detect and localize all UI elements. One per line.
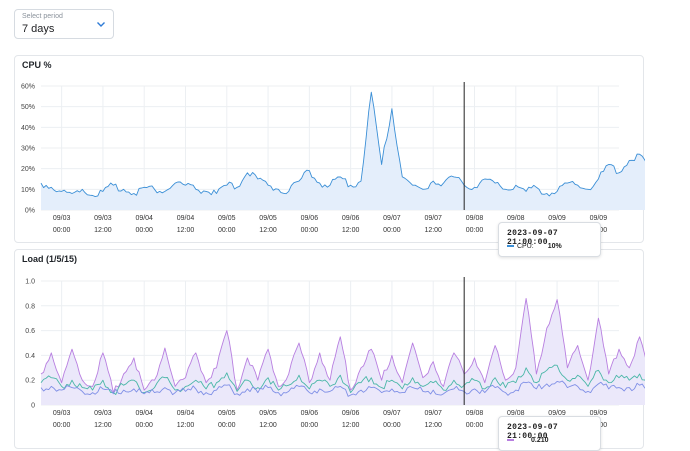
x-tick-label: 09/06: [301, 410, 319, 417]
x-tick-label: 09/09: [548, 410, 566, 417]
x-tick-label: 00:00: [301, 227, 319, 234]
x-tick-label: 09/03: [94, 215, 112, 222]
x-tick-label: 12:00: [259, 422, 277, 429]
y-tick-label: 10%: [21, 187, 35, 194]
x-tick-label: 00:00: [135, 422, 153, 429]
x-tick-label: 09/03: [94, 410, 112, 417]
y-tick-label: 0.6: [25, 328, 35, 335]
series-area: [41, 92, 645, 210]
series-line-1: [40, 297, 645, 394]
cpu-tooltip-row: CPU: 10%: [507, 243, 562, 250]
load-legend-swatch: [507, 439, 514, 442]
x-tick-label: 09/08: [466, 410, 484, 417]
x-tick-label: 09/05: [218, 215, 236, 222]
x-tick-label: 00:00: [218, 227, 236, 234]
y-tick-label: 40%: [21, 125, 35, 132]
cpu-legend-swatch: [507, 245, 514, 248]
x-tick-label: 12:00: [177, 227, 195, 234]
x-tick-label: 12:00: [424, 227, 442, 234]
x-tick-label: 12:00: [342, 422, 360, 429]
x-tick-label: 09/09: [590, 215, 608, 222]
series-line-3: [40, 380, 645, 397]
cpu-chart-title: CPU %: [22, 60, 52, 70]
cpu-tooltip-value: 10%: [547, 243, 562, 250]
x-tick-label: 09/07: [424, 410, 442, 417]
y-tick-label: 50%: [21, 104, 35, 111]
y-tick-label: 0%: [25, 208, 35, 215]
y-tick-label: 60%: [21, 84, 35, 91]
x-tick-label: 12:00: [342, 227, 360, 234]
x-tick-label: 12:00: [424, 422, 442, 429]
x-tick-label: 00:00: [383, 227, 401, 234]
x-tick-label: 00:00: [301, 422, 319, 429]
x-tick-label: 00:00: [53, 227, 71, 234]
series-line-1: [40, 91, 645, 198]
period-select-label: Select period: [22, 13, 63, 20]
x-tick-label: 00:00: [53, 422, 71, 429]
period-select[interactable]: Select period 7 days: [14, 9, 114, 39]
x-tick-label: 00:00: [466, 422, 484, 429]
load-tooltip-row: 0.210: [507, 437, 549, 444]
period-select-value: 7 days: [22, 23, 55, 35]
x-tick-label: 09/04: [177, 215, 195, 222]
load-chart[interactable]: 0 0.2 0.4 0.6 0.8 1.0 09/03 00:00 09/03 12:00 09/0…: [15, 250, 645, 450]
x-tick-label: 09/03: [53, 215, 71, 222]
x-tick-label: 00:00: [466, 227, 484, 234]
x-tick-label: 12:00: [94, 422, 112, 429]
x-tick-label: 09/08: [507, 410, 525, 417]
y-tick-label: 0: [31, 403, 35, 410]
cpu-chart-panel: CPU % 0% 10% 20% 30% 40% 50% 60% 09/03 00:00 09/0…: [14, 55, 645, 244]
x-tick-label: 09/05: [259, 215, 277, 222]
x-tick-label: 09/06: [342, 410, 360, 417]
x-tick-label: 12:00: [177, 422, 195, 429]
x-tick-label: 09/05: [218, 410, 236, 417]
x-tick-label: 00:00: [218, 422, 236, 429]
x-tick-label: 09/09: [590, 410, 608, 417]
x-tick-label: 09/08: [507, 215, 525, 222]
x-tick-label: 09/08: [466, 215, 484, 222]
load-chart-panel: Load (1/5/15) 0 0.2 0.4 0.6 0.8 1.0 09/03 00:00…: [14, 249, 645, 450]
y-tick-label: 20%: [21, 166, 35, 173]
x-tick-label: 09/04: [177, 410, 195, 417]
x-tick-label: 09/05: [259, 410, 277, 417]
x-tick-label: 09/07: [383, 410, 401, 417]
x-tick-label: 09/04: [135, 410, 153, 417]
load-tooltip: 2023-09-07 21:00:00 0.210: [498, 416, 601, 451]
x-tick-label: 09/03: [53, 410, 71, 417]
x-tick-label: 00:00: [383, 422, 401, 429]
x-tick-label: 00:00: [135, 227, 153, 234]
x-tick-label: 12:00: [94, 227, 112, 234]
cpu-tooltip: 2023-09-07 21:00:00 CPU: 10%: [498, 222, 601, 257]
series-line-2: [40, 364, 645, 395]
x-tick-label: 09/07: [383, 215, 401, 222]
cpu-tooltip-series: CPU:: [517, 243, 534, 250]
load-chart-title: Load (1/5/15): [22, 254, 78, 264]
cpu-tooltip-time: 2023-09-07 21:00:00: [507, 229, 559, 247]
x-tick-label: 09/07: [424, 215, 442, 222]
x-tick-label: 09/09: [548, 215, 566, 222]
y-tick-label: 0.8: [25, 303, 35, 310]
x-tick-label: 12:00: [259, 227, 277, 234]
load-tooltip-value: 0.210: [531, 437, 549, 444]
x-tick-label: 09/06: [342, 215, 360, 222]
cpu-chart[interactable]: 0% 10% 20% 30% 40% 50% 60% 09/03 00:00 09/03 12:00…: [15, 56, 645, 244]
y-tick-label: 1.0: [25, 279, 35, 286]
y-tick-label: 0.4: [25, 353, 35, 360]
y-tick-label: 30%: [21, 146, 35, 153]
x-tick-label: 09/04: [135, 215, 153, 222]
load-tooltip-time: 2023-09-07 21:00:00: [507, 423, 559, 441]
y-tick-label: 0.2: [25, 378, 35, 385]
x-tick-label: 09/06: [301, 215, 319, 222]
chevron-down-icon: [97, 22, 105, 27]
